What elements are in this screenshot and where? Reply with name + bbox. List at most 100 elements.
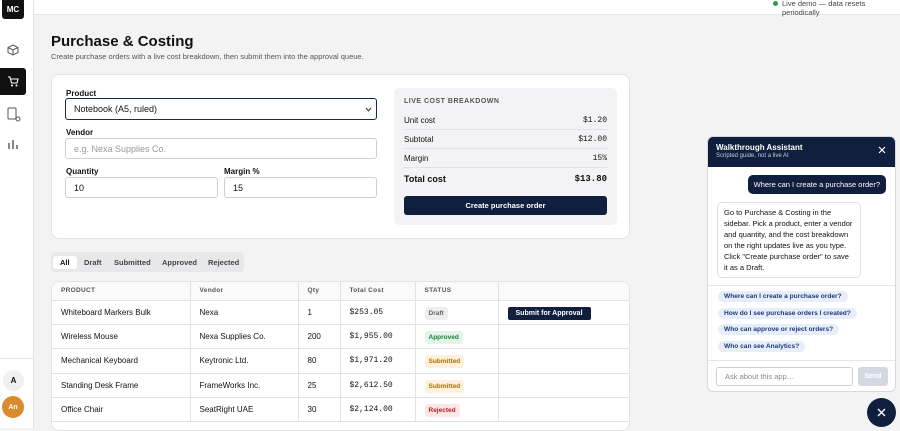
- status-cell: Rejected: [415, 397, 499, 423]
- action-cell: [498, 324, 629, 350]
- product: Office Chair: [52, 397, 191, 423]
- row: Whiteboard Markers Bulk Nexa 1 $253.05 Draft…: [52, 300, 629, 325]
- th: Total Cost: [340, 282, 416, 301]
- row-value: $12.00: [578, 134, 607, 144]
- suggestion-chip[interactable]: Who can see Analytics?: [718, 341, 806, 352]
- total: $1,955.00: [340, 324, 416, 350]
- chat-input[interactable]: Ask about this app…: [716, 367, 853, 386]
- th: [498, 282, 629, 301]
- row-value: $1.20: [582, 115, 607, 125]
- status-badge: Submitted: [424, 379, 465, 393]
- action-cell: [498, 373, 629, 399]
- create-button[interactable]: Create purchase order: [404, 196, 607, 215]
- user-avatar[interactable]: An: [2, 396, 24, 418]
- margin-input[interactable]: 15: [224, 177, 377, 198]
- top-bar: [34, 0, 900, 15]
- assistant-title: Walkthrough Assistant: [716, 143, 803, 152]
- vendor: Keytronic Ltd.: [190, 348, 299, 374]
- nav-active[interactable]: [0, 68, 26, 95]
- orders-table: PRODUCT Vendor Qty Total Cost STATUS Whitebo…: [52, 282, 629, 423]
- action-cell: Submit for Approval: [498, 300, 629, 325]
- status-cell: Submitted: [415, 348, 499, 374]
- label: Quantity: [66, 167, 99, 176]
- header-row: PRODUCT Vendor Qty Total Cost STATUS: [52, 282, 629, 301]
- tab[interactable]: Draft: [84, 258, 102, 267]
- row-label: Unit cost: [404, 115, 436, 125]
- nav-icon-approvals[interactable]: [7, 107, 23, 123]
- total: $1,971.20: [340, 348, 416, 374]
- page-subtitle: Create purchase orders with a live cost …: [51, 52, 364, 61]
- product: Standing Desk Frame: [52, 373, 191, 399]
- assistant-toggle[interactable]: [867, 398, 896, 427]
- assistant-header: Walkthrough Assistant Scripted guide, no…: [708, 137, 895, 167]
- close-icon[interactable]: [878, 146, 886, 154]
- label: Product: [66, 89, 97, 98]
- divider: [0, 358, 34, 359]
- nav-icon-inventory[interactable]: [7, 44, 19, 56]
- total-value: $13.80: [574, 174, 607, 184]
- send-button[interactable]: Send: [858, 367, 888, 386]
- tab[interactable]: All: [53, 256, 77, 269]
- breakdown-row: Margin 15%: [404, 149, 607, 168]
- total: $2,612.50: [340, 373, 416, 399]
- product: Whiteboard Markers Bulk: [52, 300, 191, 325]
- th: PRODUCT: [52, 282, 191, 301]
- row-value: 15%: [592, 153, 607, 163]
- status-badge: Rejected: [424, 404, 460, 418]
- suggestion-chip[interactable]: How do I see purchase orders I created?: [718, 308, 857, 319]
- tab[interactable]: Approved: [162, 258, 198, 267]
- qty: 80: [298, 348, 341, 374]
- status-dot: [773, 1, 778, 6]
- action-cell: [498, 348, 629, 374]
- quantity-input[interactable]: 10: [65, 177, 218, 198]
- sidebar: MC A An: [0, 0, 34, 428]
- nav-icon-analytics[interactable]: [7, 138, 19, 150]
- user-message: Where can I create a purchase order?: [747, 175, 886, 194]
- status-cell: Submitted: [415, 373, 499, 399]
- breakdown-title: LIVE COST BREAKDOWN: [404, 98, 500, 105]
- user-initial[interactable]: A: [3, 370, 24, 391]
- vendor: Nexa: [190, 300, 299, 325]
- row-label: Subtotal: [404, 134, 434, 144]
- status-cell: Draft: [415, 300, 499, 325]
- breakdown-panel: LIVE COST BREAKDOWN Unit cost $1.20 Subto…: [394, 88, 617, 225]
- form-card: Product Notebook (A5, ruled) Vendor e.g.…: [51, 74, 630, 239]
- qty: 1: [298, 300, 341, 325]
- tab[interactable]: Submitted: [114, 258, 151, 267]
- product: Mechanical Keyboard: [52, 348, 191, 374]
- submit-button[interactable]: Submit for Approval: [507, 306, 591, 320]
- breakdown-row: Unit cost $1.20: [404, 111, 607, 130]
- vendor-input[interactable]: e.g. Nexa Supplies Co.: [65, 138, 377, 159]
- divider: [708, 285, 895, 286]
- status-cell: Approved: [415, 324, 499, 350]
- assistant-subtitle: Scripted guide, not a live AI: [716, 153, 789, 159]
- select-value: Notebook (A5, ruled): [74, 104, 158, 114]
- qty: 30: [298, 397, 341, 423]
- row: Wireless Mouse Nexa Supplies Co. 200 $1,955…: [52, 324, 629, 350]
- orders-table-card: PRODUCT Vendor Qty Total Cost STATUS Whitebo…: [51, 281, 630, 431]
- qty: 200: [298, 324, 341, 350]
- th: Qty: [298, 282, 341, 301]
- total: $253.05: [340, 300, 416, 325]
- assistant-reply: Go to Purchase & Costing in the sidebar.…: [717, 202, 861, 278]
- suggestion-chip[interactable]: Who can approve or reject orders?: [718, 324, 840, 335]
- suggestion-chip[interactable]: Where can I create a purchase order?: [718, 291, 848, 302]
- th: STATUS: [415, 282, 499, 301]
- label: Vendor: [66, 128, 94, 137]
- product-select[interactable]: Notebook (A5, ruled): [65, 98, 377, 120]
- logo[interactable]: MC: [2, 0, 24, 19]
- product: Wireless Mouse: [52, 324, 191, 350]
- breakdown-total: Total cost $13.80: [404, 169, 607, 189]
- th: Vendor: [190, 282, 299, 301]
- assistant-panel: Walkthrough Assistant Scripted guide, no…: [707, 136, 896, 392]
- vendor: Nexa Supplies Co.: [190, 324, 299, 350]
- vendor: FrameWorks Inc.: [190, 373, 299, 399]
- tabs: All Draft Submitted Approved Rejected: [51, 252, 244, 272]
- row-label: Margin: [404, 153, 429, 163]
- row: Office Chair SeatRight UAE 30 $2,124.00 Reje…: [52, 397, 629, 423]
- vendor: SeatRight UAE: [190, 397, 299, 423]
- demo-status: Live demo — data resets periodically: [782, 0, 866, 17]
- qty: 25: [298, 373, 341, 399]
- tab[interactable]: Rejected: [208, 258, 240, 267]
